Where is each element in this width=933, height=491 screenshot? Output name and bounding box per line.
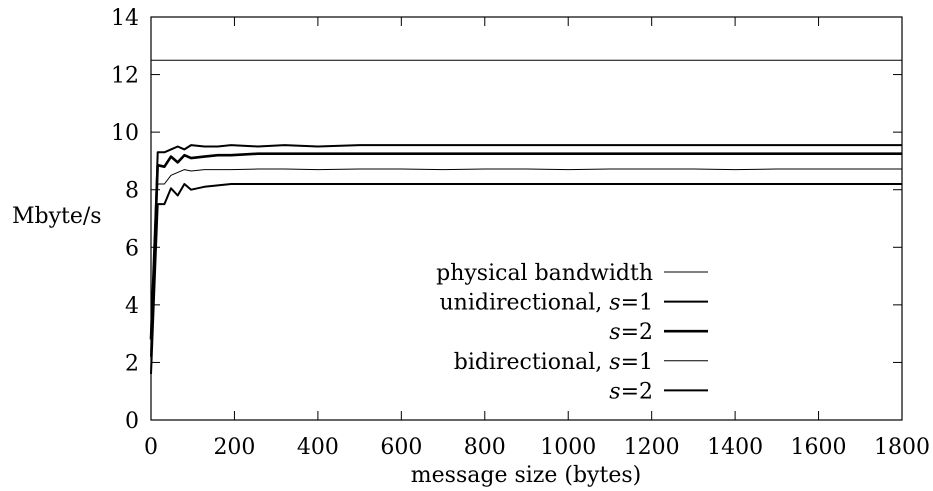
legend-label-3: s=2: [609, 320, 653, 345]
series-line-4: [150, 168, 902, 366]
legend-label-part: =1: [621, 291, 653, 316]
legend-label-part: s: [609, 291, 620, 316]
x-tick-label: 200: [213, 435, 255, 460]
legend-label-2: unidirectional, s=1: [439, 291, 653, 316]
series-lines: [149, 59, 902, 374]
plot-frame: [150, 16, 903, 421]
x-tick-label: 800: [464, 435, 506, 460]
series-line-2: [150, 144, 902, 357]
x-axis-ticks: 0 200 400 600 800 1000 1200 1400 1600 1800: [144, 17, 930, 460]
x-axis-label: message size (bytes): [411, 463, 641, 488]
x-tick-label: 1600: [791, 435, 847, 460]
legend-label-part: bidirectional,: [454, 350, 610, 375]
x-tick-label: 1000: [540, 435, 596, 460]
x-tick-label: 0: [144, 435, 158, 460]
y-axis-label: Mbyte/s: [12, 204, 102, 229]
legend-label-4: bidirectional, s=1: [454, 350, 653, 375]
series-line-3: [149, 152, 902, 340]
legend-label-part: s: [609, 350, 620, 375]
x-tick-label: 1800: [874, 435, 930, 460]
legend-label-part: =2: [621, 320, 653, 345]
legend-label-5: s=2: [609, 379, 653, 404]
x-tick-label: 400: [297, 435, 339, 460]
legend-label-part: =2: [621, 379, 653, 404]
y-tick-label: 10: [111, 121, 139, 146]
y-tick-label: 4: [125, 294, 139, 319]
legend-label-part: =1: [621, 350, 653, 375]
legend-label-part: physical bandwidth: [436, 261, 653, 286]
y-tick-label: 0: [125, 409, 139, 434]
x-tick-label: 1400: [707, 435, 763, 460]
y-tick-label: 8: [125, 179, 139, 204]
y-tick-label: 6: [125, 236, 139, 261]
legend-label-part: s: [609, 320, 620, 345]
x-tick-label: 600: [380, 435, 422, 460]
y-tick-label: 2: [125, 351, 139, 376]
legend-label-1: physical bandwidth: [436, 261, 653, 286]
x-tick-label: 1200: [624, 435, 680, 460]
y-tick-label: 12: [111, 64, 139, 89]
legend-label-part: unidirectional,: [439, 291, 609, 316]
y-axis-ticks: 0 2 4 6 8 10 12 14: [111, 6, 902, 434]
legend-label-part: s: [609, 379, 620, 404]
series-line-5: [150, 183, 902, 374]
y-tick-label: 14: [111, 6, 139, 31]
